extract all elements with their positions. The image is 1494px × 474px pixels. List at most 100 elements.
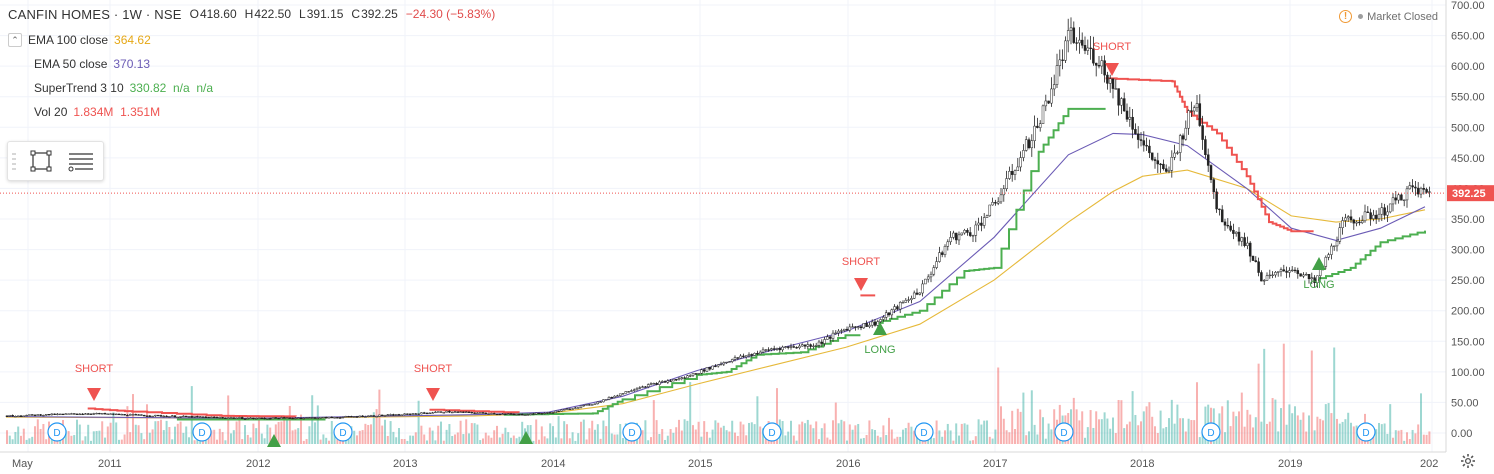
candle-body — [652, 383, 656, 385]
candle-body — [798, 345, 801, 348]
rectangle-tool-button[interactable] — [26, 148, 56, 174]
volume-bar — [1193, 420, 1196, 444]
candle-body — [1391, 197, 1395, 205]
volume-bar — [445, 429, 448, 444]
volume-bar — [319, 439, 322, 444]
candle-body — [537, 412, 541, 415]
volume-bar — [580, 421, 582, 444]
indicator-ema100[interactable]: ⌃ EMA 100 close 364.62 — [8, 30, 151, 50]
indicator-ema50[interactable]: EMA 50 close 370.13 — [28, 54, 150, 74]
short-arrow-icon — [426, 388, 440, 401]
indicator-supertrend[interactable]: SuperTrend 3 10 330.82 n/a n/a — [28, 78, 213, 98]
candle-body — [372, 415, 376, 417]
volume-bar — [386, 435, 389, 444]
candle-body — [53, 413, 56, 415]
candle-body — [1181, 135, 1185, 140]
volume-bar — [521, 421, 524, 444]
volume-bar — [412, 435, 414, 444]
symbol-legend: CANFIN HOMES · 1W · NSE O 418.60 H 422.50 … — [8, 4, 495, 24]
candle-body — [89, 413, 93, 415]
candle-body — [1187, 110, 1190, 129]
volume-bar — [641, 430, 644, 444]
volume-bar — [1109, 428, 1112, 444]
volume-bar — [106, 426, 109, 444]
volume-bar — [176, 423, 179, 444]
volume-bar — [686, 420, 689, 444]
dividend-badge[interactable]: D — [914, 422, 934, 442]
indicator-volume[interactable]: Vol 20 1.834M 1.351M — [28, 102, 160, 122]
volume-bar — [134, 424, 137, 444]
gear-icon[interactable] — [1460, 453, 1476, 469]
dividend-badge[interactable]: D — [762, 422, 782, 442]
candle-body — [742, 355, 745, 358]
dividend-badge[interactable]: D — [192, 422, 212, 442]
candle-body — [1100, 60, 1104, 67]
warning-icon[interactable]: ! — [1339, 10, 1353, 23]
volume-bar — [81, 440, 84, 444]
line-tool-settings-button[interactable] — [66, 148, 96, 174]
volume-bar — [266, 424, 269, 444]
dividend-badge[interactable]: D — [622, 422, 642, 442]
volume-bar — [501, 433, 504, 444]
volume-bar — [552, 426, 554, 444]
volume-bar — [470, 423, 473, 444]
volume-bar — [862, 438, 865, 444]
volume-bar — [960, 423, 963, 444]
dividend-badge[interactable]: D — [1201, 422, 1221, 442]
rectangle-icon — [30, 150, 52, 172]
candle-body — [1024, 139, 1028, 151]
volume-bar — [1358, 436, 1361, 444]
candle-body — [691, 373, 695, 376]
volume-bar — [370, 424, 372, 444]
candle-body — [980, 222, 983, 226]
volume-bar — [1291, 413, 1294, 444]
dividend-badge[interactable]: D — [1356, 422, 1376, 442]
collapse-legend-button[interactable]: ⌃ — [8, 33, 22, 47]
volume-bar — [182, 432, 185, 444]
volume-bar — [1389, 404, 1392, 444]
candle-body — [677, 378, 681, 381]
volume-bar — [1414, 433, 1417, 444]
candle-body — [1083, 45, 1087, 51]
volume-bar — [1406, 432, 1408, 444]
volume-bar — [213, 429, 216, 444]
supertrend-down-segment — [87, 407, 297, 418]
long-signal-label: LONG — [864, 344, 895, 356]
supertrend-up-segment — [503, 334, 861, 416]
volume-bar — [826, 437, 829, 444]
chart-grid — [0, 0, 1446, 452]
volume-bar — [372, 412, 375, 444]
candle-body — [151, 415, 154, 418]
volume-bar — [790, 420, 792, 444]
candle-body — [784, 346, 787, 348]
volume-bar — [1014, 429, 1016, 444]
market-status[interactable]: ! Market Closed — [1339, 10, 1438, 23]
candle-body — [1078, 39, 1081, 44]
candle-body — [624, 391, 628, 394]
volume-bar — [815, 421, 818, 444]
volume-bar — [493, 430, 496, 444]
candle-body — [1173, 152, 1176, 158]
candle-body — [641, 386, 644, 388]
indicator-name: EMA 100 close — [28, 33, 109, 47]
candle-body — [394, 414, 398, 416]
candle-body — [56, 413, 59, 416]
dividend-circle — [622, 422, 642, 442]
dividend-badge[interactable]: D — [47, 422, 67, 442]
drag-handle-icon[interactable] — [12, 152, 16, 170]
volume-bar — [336, 439, 339, 444]
candle-body — [285, 417, 289, 419]
symbol-title[interactable]: CANFIN HOMES · 1W · NSE — [8, 6, 182, 22]
volume-bar — [759, 426, 762, 444]
candle-body — [1223, 221, 1227, 226]
candle-body — [462, 411, 465, 413]
volume-bar — [829, 439, 832, 444]
dividend-badge[interactable]: D — [333, 422, 353, 442]
dividend-badge[interactable]: D — [1054, 422, 1074, 442]
candle-body — [688, 375, 692, 377]
volume-bar — [146, 404, 148, 444]
volume-bar — [428, 427, 431, 444]
volume-bar — [753, 424, 756, 444]
candle-body — [184, 415, 188, 418]
